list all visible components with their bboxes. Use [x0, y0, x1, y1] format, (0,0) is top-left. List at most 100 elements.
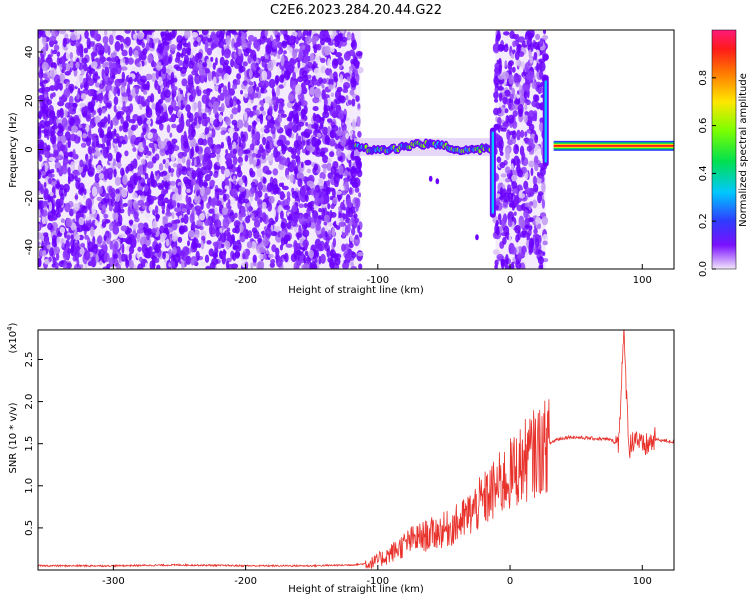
spectral-blob	[331, 124, 339, 132]
spectral-blob	[191, 169, 197, 180]
spectral-blob	[128, 219, 134, 225]
spectral-blob	[98, 107, 102, 116]
spectral-blob	[239, 212, 247, 218]
colorbar-ticks: 0.0 0.2 0.4 0.6 0.8	[698, 70, 716, 277]
spectral-blob	[525, 187, 531, 194]
spectral-blob	[288, 121, 294, 128]
spectral-blob	[70, 161, 76, 172]
spectral-blob	[291, 190, 299, 199]
spectral-blob	[118, 253, 122, 264]
spectral-blob	[335, 30, 340, 34]
spectral-blob	[43, 206, 47, 211]
spectral-blob	[322, 78, 327, 84]
spectral-blob	[120, 253, 128, 262]
spectral-blob	[533, 183, 539, 193]
spectral-blob	[152, 132, 159, 141]
spectral-blob	[213, 118, 220, 128]
spectral-blob	[272, 184, 278, 195]
spectral-blob	[192, 140, 196, 148]
spectral-blob	[345, 95, 349, 101]
spectral-blob	[303, 255, 307, 264]
spectral-blob	[227, 81, 231, 91]
spectral-blob	[347, 99, 352, 106]
spectral-blob	[254, 196, 261, 202]
spectral-blob	[307, 61, 313, 69]
spectral-blob	[109, 240, 113, 250]
spectral-blob	[146, 150, 152, 156]
spectral-blob	[200, 230, 207, 238]
spectral-blob	[243, 111, 248, 121]
spectral-blob	[327, 96, 331, 108]
spectral-blob	[503, 96, 508, 105]
spectral-blob	[170, 153, 176, 162]
spectral-blob	[191, 32, 199, 38]
spectral-blob	[38, 209, 41, 218]
spectral-blob	[97, 121, 104, 128]
spectral-blob	[497, 213, 502, 221]
spectral-blob	[538, 264, 544, 269]
spectral-blob	[514, 224, 521, 234]
spectral-blob	[125, 57, 129, 65]
spectral-blob	[121, 243, 125, 254]
spectral-blob	[101, 204, 107, 211]
spectral-blob	[87, 101, 94, 110]
spectral-blob	[326, 247, 331, 258]
spectral-blob	[121, 71, 126, 81]
spectral-blob	[270, 258, 276, 265]
spectral-blob	[510, 246, 517, 255]
spectral-blob	[172, 163, 178, 168]
spectral-blob	[267, 202, 273, 212]
spectral-blob	[321, 84, 325, 89]
spectral-blob	[65, 50, 70, 60]
spectral-blob	[215, 226, 220, 238]
spectral-blob	[108, 204, 113, 212]
spectral-blob	[80, 142, 87, 148]
spectral-blob	[315, 244, 321, 252]
spectral-blob	[281, 41, 288, 47]
spectral-blob	[98, 172, 104, 180]
spectral-blob	[45, 42, 49, 51]
spectral-blob	[201, 235, 206, 241]
spectral-blob	[496, 59, 502, 65]
spectral-blob	[232, 156, 238, 166]
spectral-blob	[75, 61, 80, 69]
spectral-blob	[170, 261, 175, 266]
spectral-blob	[256, 158, 261, 166]
spectrogram-y-tick-label: 20	[24, 94, 35, 107]
spectral-blob	[186, 188, 191, 193]
spectral-blob	[249, 143, 255, 151]
spectral-blob	[132, 146, 137, 153]
spectral-blob	[38, 258, 42, 268]
spectral-blob	[516, 129, 521, 141]
spectral-blob	[54, 161, 62, 171]
spectral-blob	[117, 89, 121, 97]
spectral-blob	[324, 214, 330, 223]
spectral-blob	[197, 137, 204, 146]
spectral-blob	[83, 250, 91, 261]
spectral-blob	[498, 144, 504, 153]
spectral-blob	[113, 86, 117, 97]
spectrogram-x-tick-label: -200	[234, 275, 257, 286]
spectral-blob	[279, 74, 285, 83]
spectral-blob	[251, 92, 259, 99]
spectral-blob	[315, 222, 321, 232]
spectral-blob	[288, 110, 294, 119]
spectral-blob	[330, 47, 335, 53]
spectral-blob	[293, 166, 298, 176]
spectral-blob	[309, 53, 315, 63]
spectral-blob	[212, 76, 217, 86]
spectral-blob	[88, 158, 92, 170]
spectral-blob	[154, 205, 159, 215]
spectral-blob	[327, 179, 331, 187]
spectral-blob	[170, 77, 178, 83]
spectral-blob	[166, 222, 173, 228]
spectral-blob	[191, 128, 196, 138]
spectral-blob	[104, 219, 111, 224]
snr-y-tick-label: 2.5	[24, 352, 35, 368]
spectral-blob	[515, 60, 520, 66]
spectral-blob	[76, 93, 80, 100]
spectral-blob	[76, 224, 84, 233]
spectral-blob	[181, 151, 188, 158]
spectral-blob	[343, 81, 351, 90]
